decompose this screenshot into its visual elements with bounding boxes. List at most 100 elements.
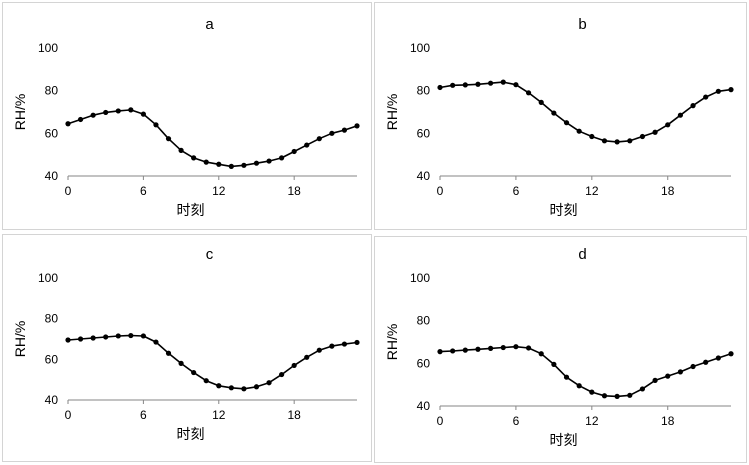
- data-point: [614, 393, 620, 399]
- data-point: [115, 108, 121, 114]
- data-point: [90, 112, 96, 118]
- data-point: [165, 136, 172, 142]
- data-point: [115, 333, 121, 339]
- data-point: [216, 161, 222, 167]
- data-point: [715, 355, 721, 361]
- data-point: [627, 392, 633, 398]
- data-point: [253, 160, 260, 166]
- x-tick-label: 12: [585, 184, 599, 198]
- x-axis-label: 时刻: [550, 432, 578, 448]
- y-tick-label: 40: [45, 393, 59, 407]
- data-point: [77, 336, 84, 342]
- y-tick-label: 60: [45, 352, 59, 366]
- data-point: [165, 350, 172, 356]
- data-point: [614, 139, 620, 145]
- data-point: [316, 347, 322, 353]
- data-point: [191, 155, 197, 161]
- data-point: [437, 349, 443, 355]
- chart-panel-c: c 40 60 80 100 0 6 12 18 时刻 RH/%: [2, 234, 372, 462]
- data-point: [627, 138, 633, 144]
- data-point: [462, 347, 468, 353]
- data-point: [191, 369, 197, 376]
- data-point: [279, 155, 285, 161]
- data-point: [665, 373, 671, 379]
- data-point: [563, 374, 570, 380]
- data-point: [715, 88, 721, 94]
- series-line: [67, 109, 358, 168]
- data-point: [437, 84, 443, 91]
- data-point: [513, 344, 519, 350]
- data-point: [601, 393, 608, 399]
- y-tick-label: 60: [417, 126, 431, 140]
- data-point: [500, 79, 506, 85]
- data-point: [450, 348, 456, 354]
- data-point: [665, 122, 671, 128]
- y-axis-label: RH/%: [12, 94, 28, 131]
- x-tick-label: 6: [140, 408, 147, 422]
- data-point: [178, 360, 184, 366]
- y-tick-label: 80: [45, 312, 59, 326]
- data-point: [475, 81, 481, 87]
- y-tick-label: 100: [38, 271, 58, 285]
- data-point: [90, 335, 96, 341]
- y-tick-label: 60: [45, 126, 59, 140]
- data-point: [153, 122, 159, 128]
- y-tick-label: 100: [410, 271, 430, 285]
- y-tick-label: 80: [417, 84, 431, 98]
- x-tick-label: 0: [437, 414, 444, 428]
- y-axis-label: RH/%: [384, 94, 400, 131]
- y-tick-label: 80: [45, 84, 59, 98]
- data-point: [291, 362, 297, 369]
- data-point: [728, 87, 734, 93]
- x-tick-label: 12: [212, 408, 226, 422]
- data-point: [703, 359, 709, 365]
- data-point: [140, 333, 146, 339]
- data-point: [266, 158, 272, 164]
- chart-svg-d: d 40 60 80 100 0 6 12 18 时刻 RH/%: [384, 246, 734, 448]
- data-point: [329, 130, 335, 136]
- data-point: [178, 147, 184, 153]
- data-point: [488, 345, 494, 351]
- data-point: [354, 339, 360, 346]
- data-point: [316, 136, 322, 142]
- y-tick-label: 80: [417, 314, 431, 328]
- data-point: [341, 341, 348, 347]
- data-point: [576, 128, 582, 134]
- chart-svg-c: c 40 60 80 100 0 6 12 18 时刻 RH/%: [12, 246, 360, 442]
- data-point: [601, 138, 608, 144]
- x-tick-label: 18: [287, 184, 301, 198]
- chart-title: b: [578, 16, 586, 33]
- data-point: [228, 385, 234, 391]
- data-point: [639, 386, 646, 392]
- chart-title: d: [578, 246, 586, 263]
- data-point: [639, 133, 646, 140]
- data-point: [203, 378, 209, 384]
- x-tick-label: 18: [661, 184, 675, 198]
- data-point: [576, 383, 582, 389]
- data-point: [525, 345, 532, 351]
- data-point: [304, 354, 310, 360]
- data-point: [677, 112, 683, 118]
- y-tick-label: 40: [45, 169, 59, 183]
- y-axis-label: RH/%: [384, 324, 400, 361]
- data-point: [690, 103, 696, 109]
- data-point: [551, 110, 557, 116]
- data-point: [65, 121, 71, 127]
- data-point: [462, 82, 468, 88]
- x-tick-label: 0: [437, 184, 444, 198]
- data-point: [153, 339, 159, 345]
- x-axis-label: 时刻: [177, 426, 205, 442]
- data-point: [551, 361, 557, 367]
- data-point: [128, 332, 134, 339]
- data-point: [589, 133, 595, 140]
- data-point: [279, 371, 285, 378]
- x-axis-label: 时刻: [550, 202, 578, 218]
- data-point: [304, 142, 310, 148]
- data-point: [103, 109, 109, 116]
- data-point: [65, 337, 71, 343]
- data-point: [728, 351, 734, 357]
- chart-svg-b: b 40 60 80 100 0 6 12 18 时刻 RH/%: [384, 16, 734, 218]
- data-point: [703, 94, 709, 100]
- x-tick-label: 18: [661, 414, 675, 428]
- data-point: [513, 82, 519, 88]
